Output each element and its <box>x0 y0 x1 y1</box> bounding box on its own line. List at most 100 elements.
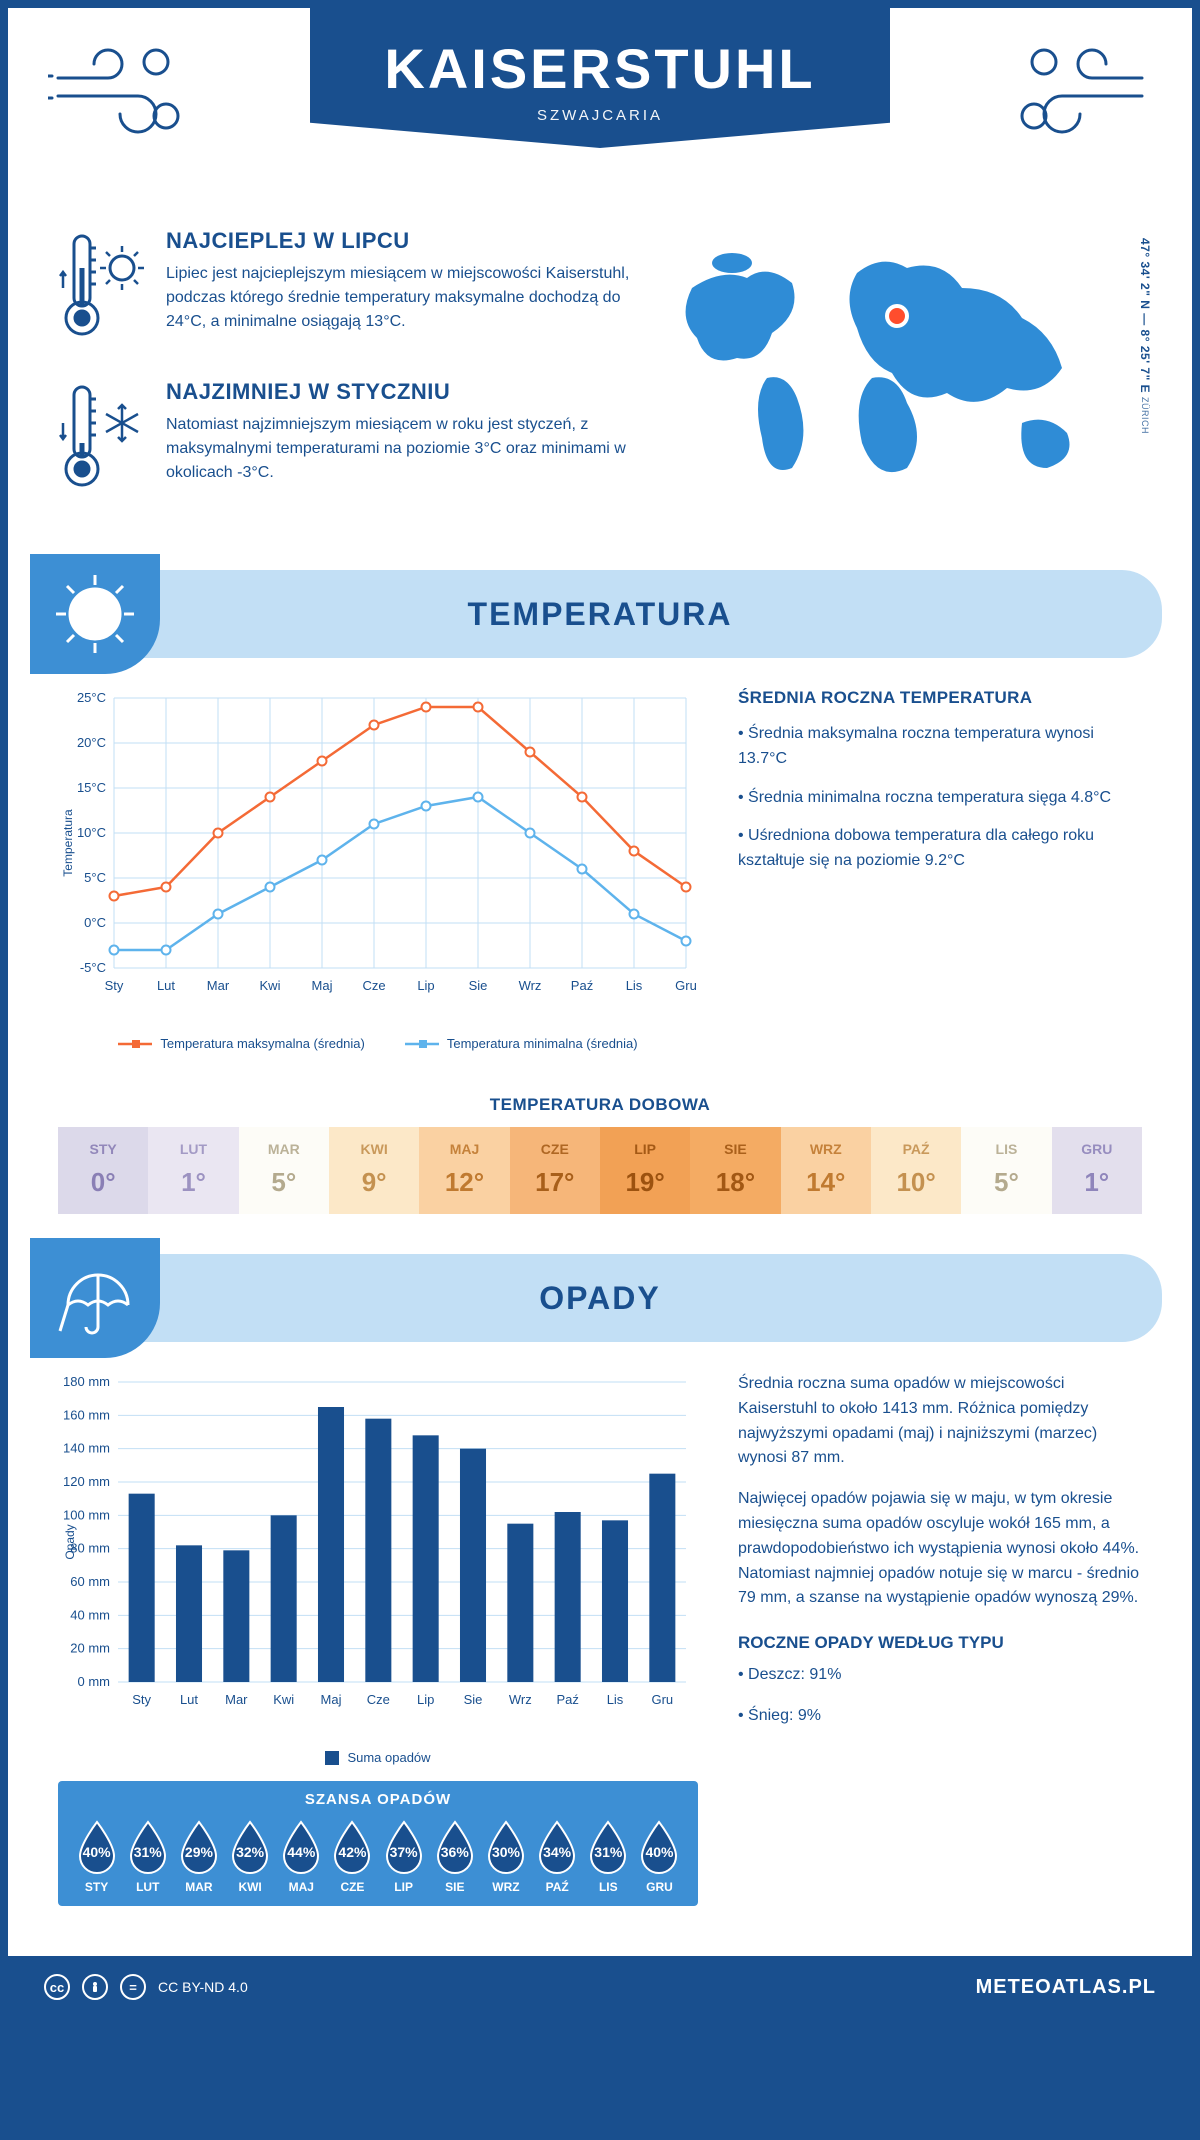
rain-bar-chart-area: 0 mm20 mm40 mm60 mm80 mm100 mm120 mm140 … <box>58 1372 698 1906</box>
world-map <box>672 228 1112 488</box>
coords-place: ZÜRICH <box>1140 397 1150 434</box>
svg-text:Lis: Lis <box>626 978 643 993</box>
fact-hot-title: NAJCIEPLEJ W LIPCU <box>166 228 642 254</box>
rain-type-snow: • Śnieg: 9% <box>738 1704 1142 1729</box>
section-band-rain: OPADY <box>38 1254 1162 1342</box>
rain-chance-drop: 37%LIP <box>379 1818 428 1894</box>
rain-chance-drop: 36%SIE <box>430 1818 479 1894</box>
page-subtitle: SZWAJCARIA <box>310 107 890 124</box>
daily-temp-cell: MAR5° <box>239 1127 329 1214</box>
by-icon <box>82 1974 108 2000</box>
rain-chance-drop: 44%MAJ <box>277 1818 326 1894</box>
title-ribbon: KAISERSTUHL SZWAJCARIA <box>310 8 890 148</box>
rain-p2: Najwięcej opadów pojawia się w maju, w t… <box>738 1487 1142 1611</box>
section-band-temperature: TEMPERATURA <box>38 570 1162 658</box>
svg-text:0°C: 0°C <box>84 915 106 930</box>
coordinates-label: 47° 34' 2" N — 8° 25' 7" E ZÜRICH <box>1138 238 1152 434</box>
rain-chance-drop: 29%MAR <box>174 1818 223 1894</box>
svg-text:Lip: Lip <box>417 1692 434 1707</box>
legend-min: Temperatura minimalna (średnia) <box>447 1036 638 1051</box>
header-region: KAISERSTUHL SZWAJCARIA <box>8 8 1192 208</box>
intro-section: NAJCIEPLEJ W LIPCU Lipiec jest najcieple… <box>8 208 1192 560</box>
avg-p2: • Średnia minimalna roczna temperatura s… <box>738 786 1142 811</box>
legend-max: Temperatura maksymalna (średnia) <box>160 1036 364 1051</box>
footer-license: cc = CC BY-ND 4.0 <box>44 1974 248 2000</box>
rain-chance-drop: 32%KWI <box>226 1818 275 1894</box>
section-title-rain: OPADY <box>539 1280 660 1317</box>
svg-text:40 mm: 40 mm <box>70 1607 110 1622</box>
svg-text:Maj: Maj <box>321 1692 342 1707</box>
svg-text:60 mm: 60 mm <box>70 1574 110 1589</box>
svg-text:Gru: Gru <box>675 978 697 993</box>
svg-text:Mar: Mar <box>225 1692 248 1707</box>
coords-value: 47° 34' 2" N — 8° 25' 7" E <box>1138 238 1152 393</box>
infographic-page: KAISERSTUHL SZWAJCARIA <box>0 0 1200 2026</box>
fact-cold-body: Natomiast najzimniejszym miesiącem w rok… <box>166 413 642 485</box>
svg-text:20 mm: 20 mm <box>70 1641 110 1656</box>
svg-text:25°C: 25°C <box>77 690 106 705</box>
svg-text:Mar: Mar <box>207 978 230 993</box>
rain-chance-drop: 31%LUT <box>123 1818 172 1894</box>
svg-text:Cze: Cze <box>362 978 385 993</box>
daily-temp-cell: WRZ14° <box>781 1127 871 1214</box>
avg-p3: • Uśredniona dobowa temperatura dla całe… <box>738 824 1142 874</box>
svg-text:Kwi: Kwi <box>260 978 281 993</box>
rain-chance-drop: 42%CZE <box>328 1818 377 1894</box>
page-title: KAISERSTUHL <box>310 36 890 101</box>
section-title-temperature: TEMPERATURA <box>468 596 733 633</box>
daily-temp-table: STY0°LUT1°MAR5°KWI9°MAJ12°CZE17°LIP19°SI… <box>58 1127 1142 1214</box>
cc-icon: cc <box>44 1974 70 2000</box>
daily-temp-cell: LUT1° <box>148 1127 238 1214</box>
temp-legend: Temperatura maksymalna (średnia) Tempera… <box>58 1036 698 1051</box>
svg-text:Kwi: Kwi <box>273 1692 294 1707</box>
svg-text:Sie: Sie <box>464 1692 483 1707</box>
svg-text:Temperatura: Temperatura <box>61 809 75 877</box>
svg-text:Lis: Lis <box>607 1692 624 1707</box>
svg-text:140 mm: 140 mm <box>63 1441 110 1456</box>
wind-icon <box>48 38 188 143</box>
svg-text:120 mm: 120 mm <box>63 1474 110 1489</box>
umbrella-icon <box>30 1238 160 1358</box>
svg-text:10°C: 10°C <box>77 825 106 840</box>
daily-temp-cell: LIS5° <box>961 1127 1051 1214</box>
svg-text:0 mm: 0 mm <box>78 1674 111 1689</box>
daily-temp-cell: CZE17° <box>510 1127 600 1214</box>
svg-text:Paź: Paź <box>556 1692 578 1707</box>
svg-text:180 mm: 180 mm <box>63 1374 110 1389</box>
svg-text:Lut: Lut <box>180 1692 198 1707</box>
svg-text:Lut: Lut <box>157 978 175 993</box>
rain-p1: Średnia roczna suma opadów w miejscowośc… <box>738 1372 1142 1471</box>
rain-text-column: Średnia roczna suma opadów w miejscowośc… <box>738 1372 1142 1906</box>
thermometer-sun-icon <box>58 228 148 353</box>
rain-type-title: ROCZNE OPADY WEDŁUG TYPU <box>738 1633 1142 1653</box>
daily-temp-cell: STY0° <box>58 1127 148 1214</box>
svg-text:15°C: 15°C <box>77 780 106 795</box>
daily-temp-title: TEMPERATURA DOBOWA <box>8 1095 1192 1115</box>
rain-legend-label: Suma opadów <box>347 1750 430 1765</box>
license-text: CC BY-ND 4.0 <box>158 1979 248 1995</box>
daily-temp-cell: LIP19° <box>600 1127 690 1214</box>
rain-chance-drop: 31%LIS <box>584 1818 633 1894</box>
svg-text:100 mm: 100 mm <box>63 1507 110 1522</box>
wind-icon <box>1012 38 1152 143</box>
svg-text:Wrz: Wrz <box>509 1692 532 1707</box>
svg-text:Wrz: Wrz <box>519 978 542 993</box>
svg-text:Sty: Sty <box>105 978 124 993</box>
chance-title: SZANSA OPADÓW <box>72 1791 684 1808</box>
svg-text:160 mm: 160 mm <box>63 1407 110 1422</box>
footer: cc = CC BY-ND 4.0 METEOATLAS.PL <box>8 1956 1192 2018</box>
rain-chart-row: 0 mm20 mm40 mm60 mm80 mm100 mm120 mm140 … <box>8 1372 1192 1926</box>
fact-coldest: NAJZIMNIEJ W STYCZNIU Natomiast najzimni… <box>58 379 642 504</box>
avg-p1: • Średnia maksymalna roczna temperatura … <box>738 722 1142 772</box>
fact-cold-title: NAJZIMNIEJ W STYCZNIU <box>166 379 642 405</box>
fact-hot-body: Lipiec jest najcieplejszym miesiącem w m… <box>166 262 642 334</box>
svg-text:Opady: Opady <box>63 1524 77 1559</box>
svg-text:20°C: 20°C <box>77 735 106 750</box>
daily-temp-cell: MAJ12° <box>419 1127 509 1214</box>
nd-icon: = <box>120 1974 146 2000</box>
rain-chance-drop: 40%GRU <box>635 1818 684 1894</box>
svg-text:Gru: Gru <box>651 1692 673 1707</box>
rain-chance-drop: 30%WRZ <box>481 1818 530 1894</box>
svg-text:Sty: Sty <box>132 1692 151 1707</box>
svg-text:5°C: 5°C <box>84 870 106 885</box>
